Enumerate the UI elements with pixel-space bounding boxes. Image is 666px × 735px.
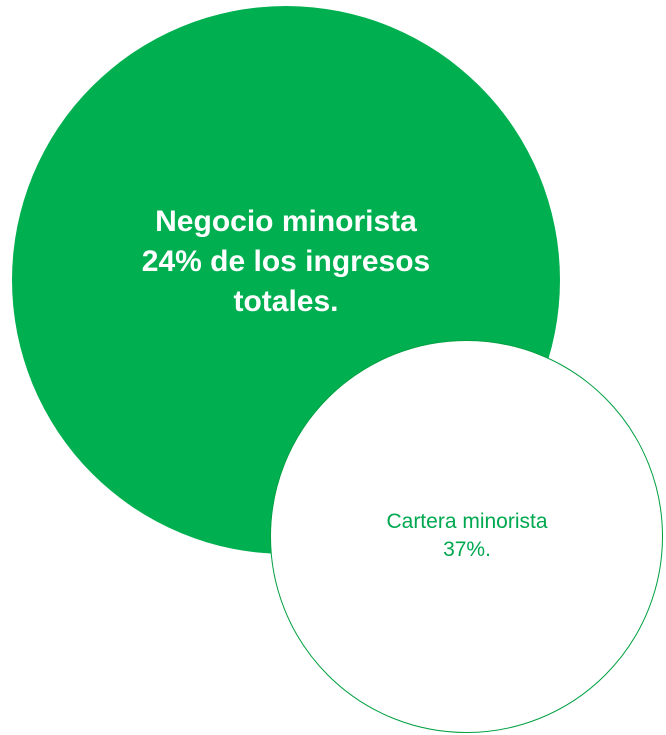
negocio-minorista-line-2: 24% de los ingresos [141,245,431,278]
cartera-minorista-line-2: 37%. [443,538,491,561]
cartera-minorista-circle [270,340,663,733]
negocio-minorista-line-1: Negocio minorista [155,205,417,238]
negocio-minorista-label: Negocio minorista 24% de los ingresos to… [96,202,476,322]
cartera-minorista-label: Cartera minorista 37%. [327,508,607,564]
cartera-minorista-line-1: Cartera minorista [386,510,548,533]
negocio-minorista-line-3: totales. [233,285,339,318]
